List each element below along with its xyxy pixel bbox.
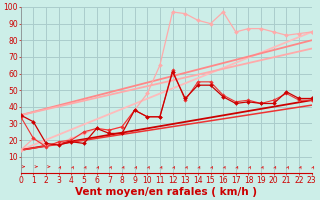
X-axis label: Vent moyen/en rafales ( km/h ): Vent moyen/en rafales ( km/h ) [75,187,257,197]
